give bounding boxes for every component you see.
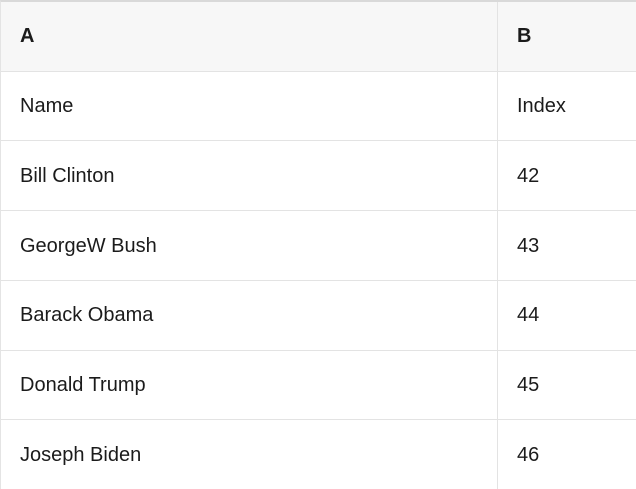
table-cell[interactable]: Index xyxy=(517,95,566,118)
table-row: Name Index xyxy=(1,70,636,141)
table-cell[interactable]: 43 xyxy=(517,234,540,257)
table-row: Bill Clinton 42 xyxy=(1,140,636,211)
table-cell[interactable]: Bill Clinton xyxy=(1,141,498,211)
table-cell[interactable]: Joseph Biden xyxy=(1,420,498,489)
table-cell[interactable]: Donald Trump xyxy=(1,350,498,420)
table-cell[interactable]: Barack Obama xyxy=(1,280,498,350)
table-row: Barack Obama 44 xyxy=(1,279,636,350)
table-cell[interactable]: 45 xyxy=(517,373,540,396)
table-row: Donald Trump 45 xyxy=(1,349,636,420)
column-header-b[interactable]: B xyxy=(517,25,532,48)
column-header-row: A B xyxy=(1,2,636,71)
column-header-a[interactable]: A xyxy=(1,2,498,71)
table-cell[interactable]: GeorgeW Bush xyxy=(1,211,498,280)
table-cell[interactable]: 42 xyxy=(517,164,540,187)
table-row: Joseph Biden 46 xyxy=(1,419,636,489)
table-cell[interactable]: 46 xyxy=(517,443,540,466)
table-row: GeorgeW Bush 43 xyxy=(1,210,636,280)
table-cell[interactable]: 44 xyxy=(517,304,540,327)
table-cell[interactable]: Name xyxy=(1,71,498,141)
